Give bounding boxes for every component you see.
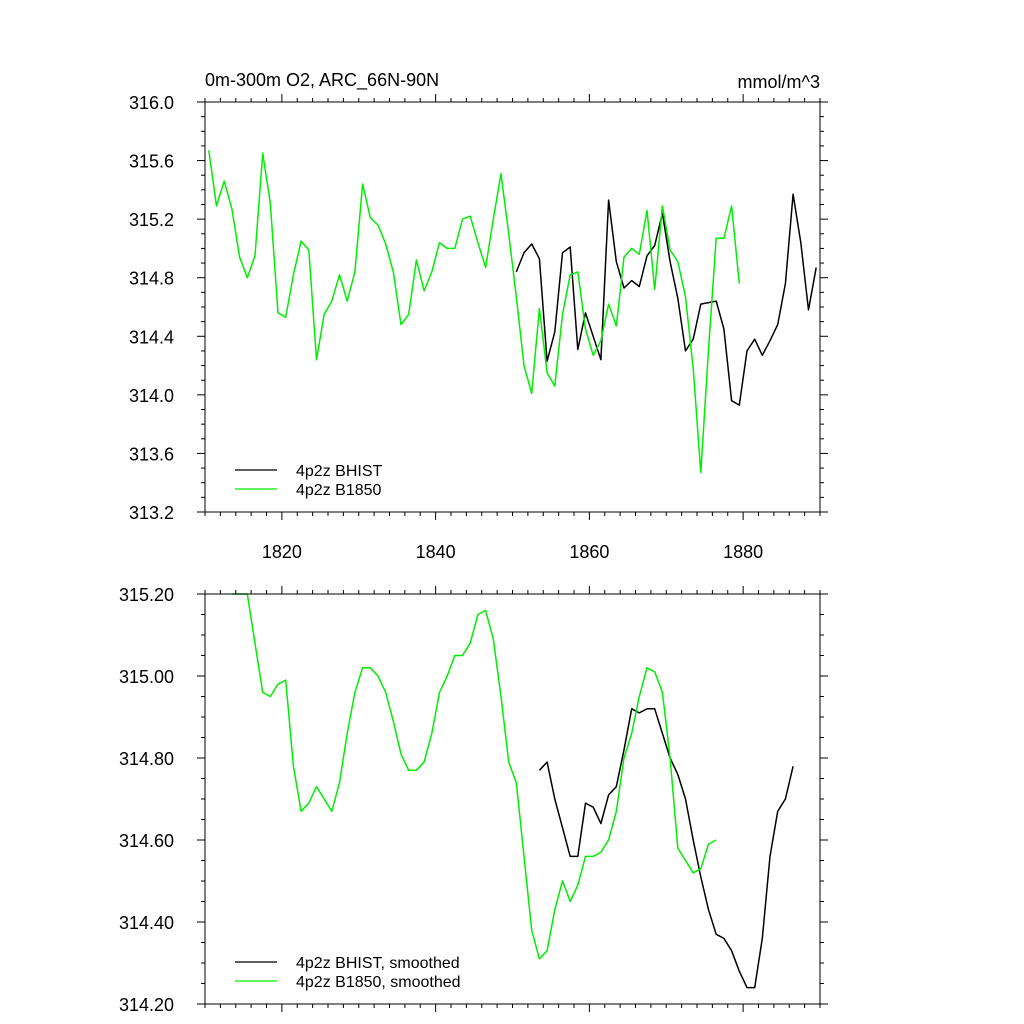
x-tick-label: 1880 — [723, 542, 763, 562]
legend-label-bhist-smoothed: 4p2z BHIST, smoothed — [296, 955, 460, 972]
legend-label-b1850-smoothed: 4p2z B1850, smoothed — [296, 974, 461, 991]
series-line-0-1 — [208, 150, 741, 474]
y-tick-label: 313.2 — [129, 503, 174, 523]
series-line-1-1 — [231, 593, 717, 960]
y-tick-label: 313.6 — [129, 444, 174, 464]
legend-label-bhist: 4p2z BHIST — [296, 463, 382, 480]
bottom-legend: 4p2z BHIST, smoothed 4p2z B1850, smoothe… — [235, 955, 461, 991]
y-tick-label: 314.20 — [119, 995, 174, 1015]
top-plot-frame — [204, 101, 821, 513]
y-tick-label: 314.8 — [129, 269, 174, 289]
bottom-axis-ticks: 314.20 314.40 314.60 314.80 315.00 315.20 — [119, 585, 828, 1015]
y-tick-label: 314.60 — [119, 831, 174, 851]
top-series-lines — [208, 150, 817, 474]
top-legend: 4p2z BHIST 4p2z B1850 — [235, 463, 382, 499]
y-tick-label: 316.0 — [129, 93, 174, 113]
top-axis-ticks: 1820 1840 1860 1880 313.2 313.6 314.0 314.4 314.… — [129, 93, 828, 562]
bottom-series-lines — [231, 593, 794, 989]
x-tick-label: 1840 — [416, 542, 456, 562]
y-tick-label: 315.00 — [119, 667, 174, 687]
legend-label-b1850: 4p2z B1850 — [296, 482, 382, 499]
x-tick-label: 1860 — [569, 542, 609, 562]
series-line-1-0 — [538, 708, 794, 989]
top-panel-title: 0m-300m O2, ARC_66N-90N — [205, 70, 439, 91]
y-tick-label: 314.4 — [129, 327, 174, 347]
y-tick-label: 314.40 — [119, 913, 174, 933]
y-tick-label: 314.80 — [119, 749, 174, 769]
series-line-0-0 — [515, 193, 817, 406]
y-tick-label: 315.2 — [129, 210, 174, 230]
x-tick-label: 1820 — [262, 542, 302, 562]
top-panel-units: mmol/m^3 — [738, 72, 820, 92]
bottom-panel: 314.20 314.40 314.60 314.80 315.00 315.20 4p2… — [119, 585, 828, 1015]
bottom-plot-frame — [204, 593, 821, 1005]
y-tick-label: 314.0 — [129, 386, 174, 406]
y-tick-label: 315.20 — [119, 585, 174, 605]
y-tick-label: 315.6 — [129, 152, 174, 172]
top-panel: 0m-300m O2, ARC_66N-90N mmol/m^3 1820 184… — [129, 70, 828, 562]
